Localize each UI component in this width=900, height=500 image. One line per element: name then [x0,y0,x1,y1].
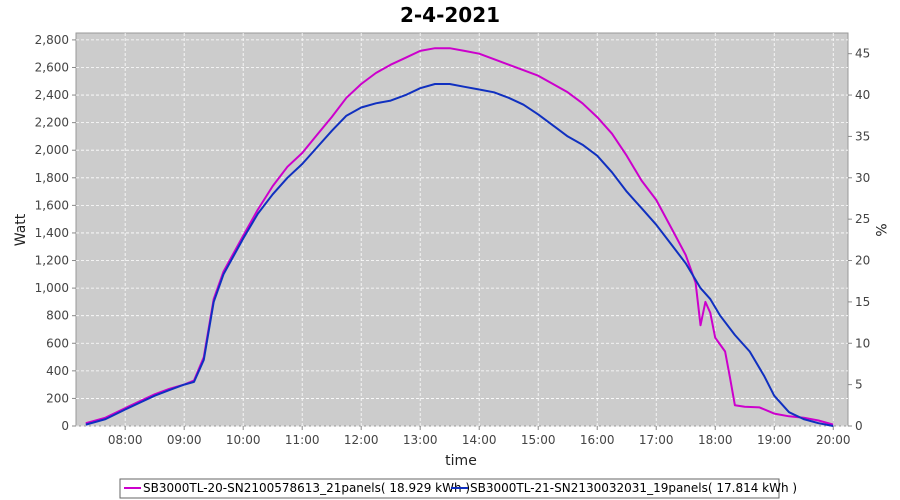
y-tick-label: 2,200 [35,116,69,130]
y2-tick-label: 10 [855,336,870,350]
y2-tick-label: 30 [855,171,870,185]
x-tick-label: 20:00 [816,433,851,447]
y2-tick-label: 45 [855,47,870,61]
grid-lines [76,33,848,427]
y2-tick-label: 5 [855,378,863,392]
y-axis-ticks: 0 200 400 600 800 1,000 1,200 1,400 1,600 1,800 2,… [35,33,76,433]
y2-axis-ticks: 0 5 10 15 20 25 30 35 40 45 [848,47,870,433]
x-tick-label: 08:00 [108,433,143,447]
y-tick-label: 1,600 [35,198,69,212]
x-tick-label: 15:00 [521,433,556,447]
y-axis-label: Watt [13,213,29,246]
x-tick-label: 14:00 [462,433,497,447]
y2-tick-label: 20 [855,254,870,268]
x-tick-label: 09:00 [167,433,202,447]
legend-label-series-2: SB3000TL-21-SN2130032031_19panels( 17.81… [470,481,797,495]
y2-tick-label: 40 [855,88,870,102]
legend [119,478,780,499]
y-tick-label: 800 [46,309,69,323]
x-axis-label: time [445,453,477,469]
series-lines [85,47,834,427]
y2-tick-label: 35 [855,129,870,143]
legend-label-series-1: SB3000TL-20-SN2100578613_21panels( 18.92… [143,481,470,495]
y-tick-label: 1,200 [35,254,69,268]
y-tick-label: 1,400 [35,226,69,240]
y2-tick-label: 25 [855,212,870,226]
y2-axis-label: % [872,223,888,236]
y-tick-label: 2,600 [35,60,69,74]
x-tick-label: 18:00 [698,433,733,447]
x-tick-label: 16:00 [580,433,615,447]
y-tick-label: 1,800 [35,171,69,185]
x-tick-label: 17:00 [639,433,674,447]
x-tick-label: 19:00 [757,433,792,447]
chart-title: 2-4-2021 [400,3,500,27]
y-tick-label: 200 [46,391,69,405]
y2-tick-label: 15 [855,295,870,309]
x-axis-ticks: 08:00 09:00 10:00 11:00 12:00 13:00 14:00 15:00… [108,426,851,447]
y-tick-label: 400 [46,364,69,378]
y-tick-label: 2,800 [35,33,69,47]
x-tick-label: 13:00 [403,433,438,447]
x-tick-label: 10:00 [226,433,261,447]
y-tick-label: 1,000 [35,281,69,295]
y-tick-label: 2,400 [35,88,69,102]
x-tick-label: 12:00 [344,433,379,447]
y2-tick-label: 0 [855,419,863,433]
x-tick-label: 11:00 [285,433,320,447]
y-tick-label: 0 [61,419,69,433]
y-tick-label: 600 [46,336,69,350]
plot-area [75,32,849,427]
series-line-2 [85,83,834,427]
y-tick-label: 2,000 [35,143,69,157]
